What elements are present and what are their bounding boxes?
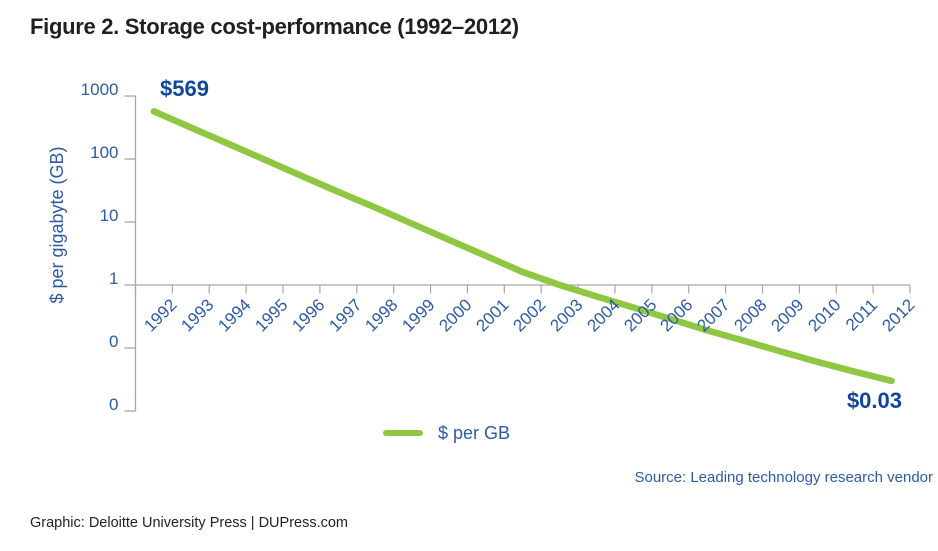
y-tick-label: 0: [109, 395, 119, 414]
legend-label: $ per GB: [438, 422, 511, 443]
annotation-2012-value: $0.03: [846, 388, 902, 413]
figure-title: Figure 2. Storage cost-performance (1992…: [30, 14, 519, 39]
annotation-1992-value: $569: [160, 76, 209, 101]
y-tick-label: 10: [99, 206, 119, 225]
y-tick-label: 0: [109, 332, 119, 351]
footer-credit: Graphic: Deloitte University Press | DUP…: [30, 515, 349, 531]
cost-per-gb-line: [150, 108, 895, 385]
y-tick-label: 1000: [80, 80, 119, 99]
legend: $ per GB: [383, 420, 510, 446]
legend-line-swatch: [383, 430, 423, 436]
y-tick-label: 1: [109, 269, 119, 288]
source-note: Source: Leading technology research vend…: [634, 469, 933, 486]
y-tick-label: 100: [90, 143, 119, 162]
